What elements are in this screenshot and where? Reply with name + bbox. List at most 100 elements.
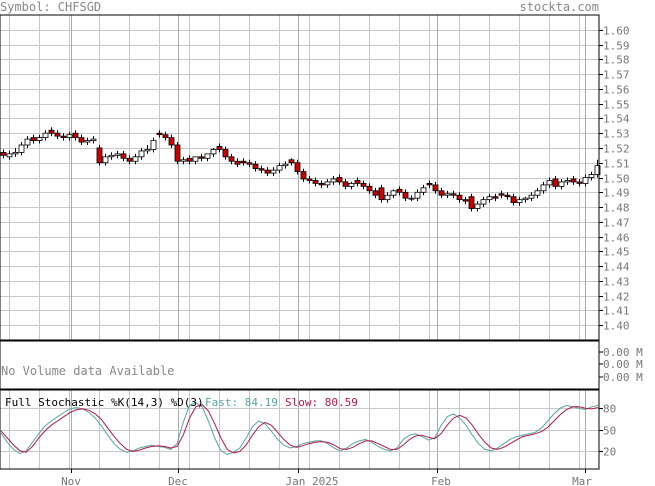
price-axis-label: 1.48 (603, 202, 630, 215)
stochastic-axis-label: 20 (603, 446, 616, 459)
candle-down (252, 163, 259, 170)
candle-down (402, 191, 409, 199)
candle-down (96, 147, 103, 164)
no-volume-text: No Volume data Available (1, 364, 174, 378)
candle-down (426, 183, 433, 186)
stochastic-fast-line (0, 401, 599, 455)
stochastic-panel: Full Stochastic %K(14,3) %D(3) Fast: 84.… (0, 389, 616, 470)
candle-down (48, 129, 55, 134)
candle-up (486, 196, 493, 201)
candle-up (114, 153, 121, 156)
stochastic-fast-label: Fast: 84.19 (205, 396, 278, 409)
volume-panel: No Volume data Available 0.00 M0.00 M0.0… (0, 340, 643, 390)
price-axis-label: 1.47 (603, 217, 630, 230)
candle-down (336, 177, 343, 183)
candle-up (90, 138, 97, 141)
candle-up (150, 140, 157, 150)
candle-up (282, 163, 289, 167)
stochastic-grid (0, 390, 599, 469)
candle-down (438, 190, 445, 196)
candle-down (552, 178, 559, 187)
price-axis-label: 1.51 (603, 158, 630, 171)
candle-down (570, 178, 577, 183)
candle-up (84, 140, 91, 143)
candle-down (372, 190, 379, 196)
candle-up (330, 178, 337, 183)
candle-down (240, 160, 247, 164)
candle-up (276, 165, 283, 171)
price-axis: 1.60 1.591.58 1.57 1.56 1.551.54 1.53 1.52 1.51… (599, 25, 630, 333)
date-axis: Nov Dec Jan 2025 Feb Mar (61, 469, 592, 486)
candle-up (420, 187, 427, 193)
candle-down (0, 151, 7, 156)
chart-header: Symbol: CHFSGD stockta.com (0, 0, 655, 14)
candles (0, 127, 601, 212)
price-axis-label: 1.58 (603, 54, 630, 67)
candle-up (480, 199, 487, 205)
candle-down (120, 153, 127, 159)
volume-axis: 0.00 M0.00 M0.00 M (599, 346, 643, 384)
candle-down (378, 187, 385, 201)
price-panel-bg (0, 15, 599, 340)
candle-down (462, 199, 469, 202)
candle-down (396, 188, 403, 193)
price-axis-label: 1.56 (603, 84, 630, 97)
candle-up (390, 190, 397, 196)
candle-up (12, 151, 19, 155)
candle-up (180, 159, 187, 162)
candle-up (18, 144, 25, 153)
candle-up (522, 197, 529, 201)
price-grid (0, 30, 599, 326)
candle-down (492, 196, 499, 199)
candle-down (54, 132, 61, 137)
candle-up (6, 153, 13, 158)
candle-down (222, 149, 229, 158)
candle-up (132, 156, 139, 162)
candle-down (456, 194, 463, 201)
candle-up (594, 165, 601, 175)
candle-up (210, 149, 217, 155)
stochastic-axis: 80 50 20 (599, 403, 616, 459)
stochastic-title: Full Stochastic %K(14,3) %D(3) (5, 396, 204, 409)
candle-up (564, 180, 571, 183)
candle-up (384, 194, 391, 201)
candle-down (78, 137, 85, 143)
candle-down (342, 181, 349, 187)
candle-up (192, 156, 199, 162)
candle-down (234, 160, 241, 165)
price-panel: 1.60 1.591.58 1.57 1.56 1.551.54 1.53 1.52 1.51… (0, 14, 630, 341)
candle-up (546, 180, 553, 186)
price-axis-label: 1.55 (603, 99, 630, 112)
candle-up (540, 184, 547, 192)
site-name: stockta.com (519, 0, 599, 14)
candle-down (300, 171, 307, 180)
symbol-label: Symbol: CHFSGD (0, 0, 102, 14)
candle-up (270, 169, 277, 174)
candle-up (204, 153, 211, 159)
candle-up (582, 177, 589, 184)
price-axis-label: 1.41 (603, 305, 630, 318)
vertical-grid (9, 15, 586, 340)
volume-axis-label: 0.00 M (603, 346, 643, 359)
candle-down (156, 132, 163, 136)
candle-up (102, 156, 109, 164)
candle-up (558, 181, 565, 187)
candle-up (534, 190, 541, 196)
price-axis-label: 1.57 (603, 69, 630, 82)
candle-down (198, 156, 205, 159)
candle-up (36, 137, 43, 141)
volume-axis-label: 0.00 M (603, 371, 643, 384)
candle-up (24, 138, 31, 146)
price-axis-label: 1.60 (603, 25, 630, 38)
candle-down (60, 135, 67, 139)
volume-axis-label: 0.00 M (603, 358, 643, 371)
candle-down (174, 144, 181, 162)
candle-down (216, 146, 223, 150)
candle-down (576, 181, 583, 184)
price-panel-frame (0, 14, 600, 341)
candle-down (360, 183, 367, 187)
candle-up (324, 181, 331, 186)
candle-up (42, 132, 49, 139)
price-axis-label: 1.59 (603, 40, 630, 53)
